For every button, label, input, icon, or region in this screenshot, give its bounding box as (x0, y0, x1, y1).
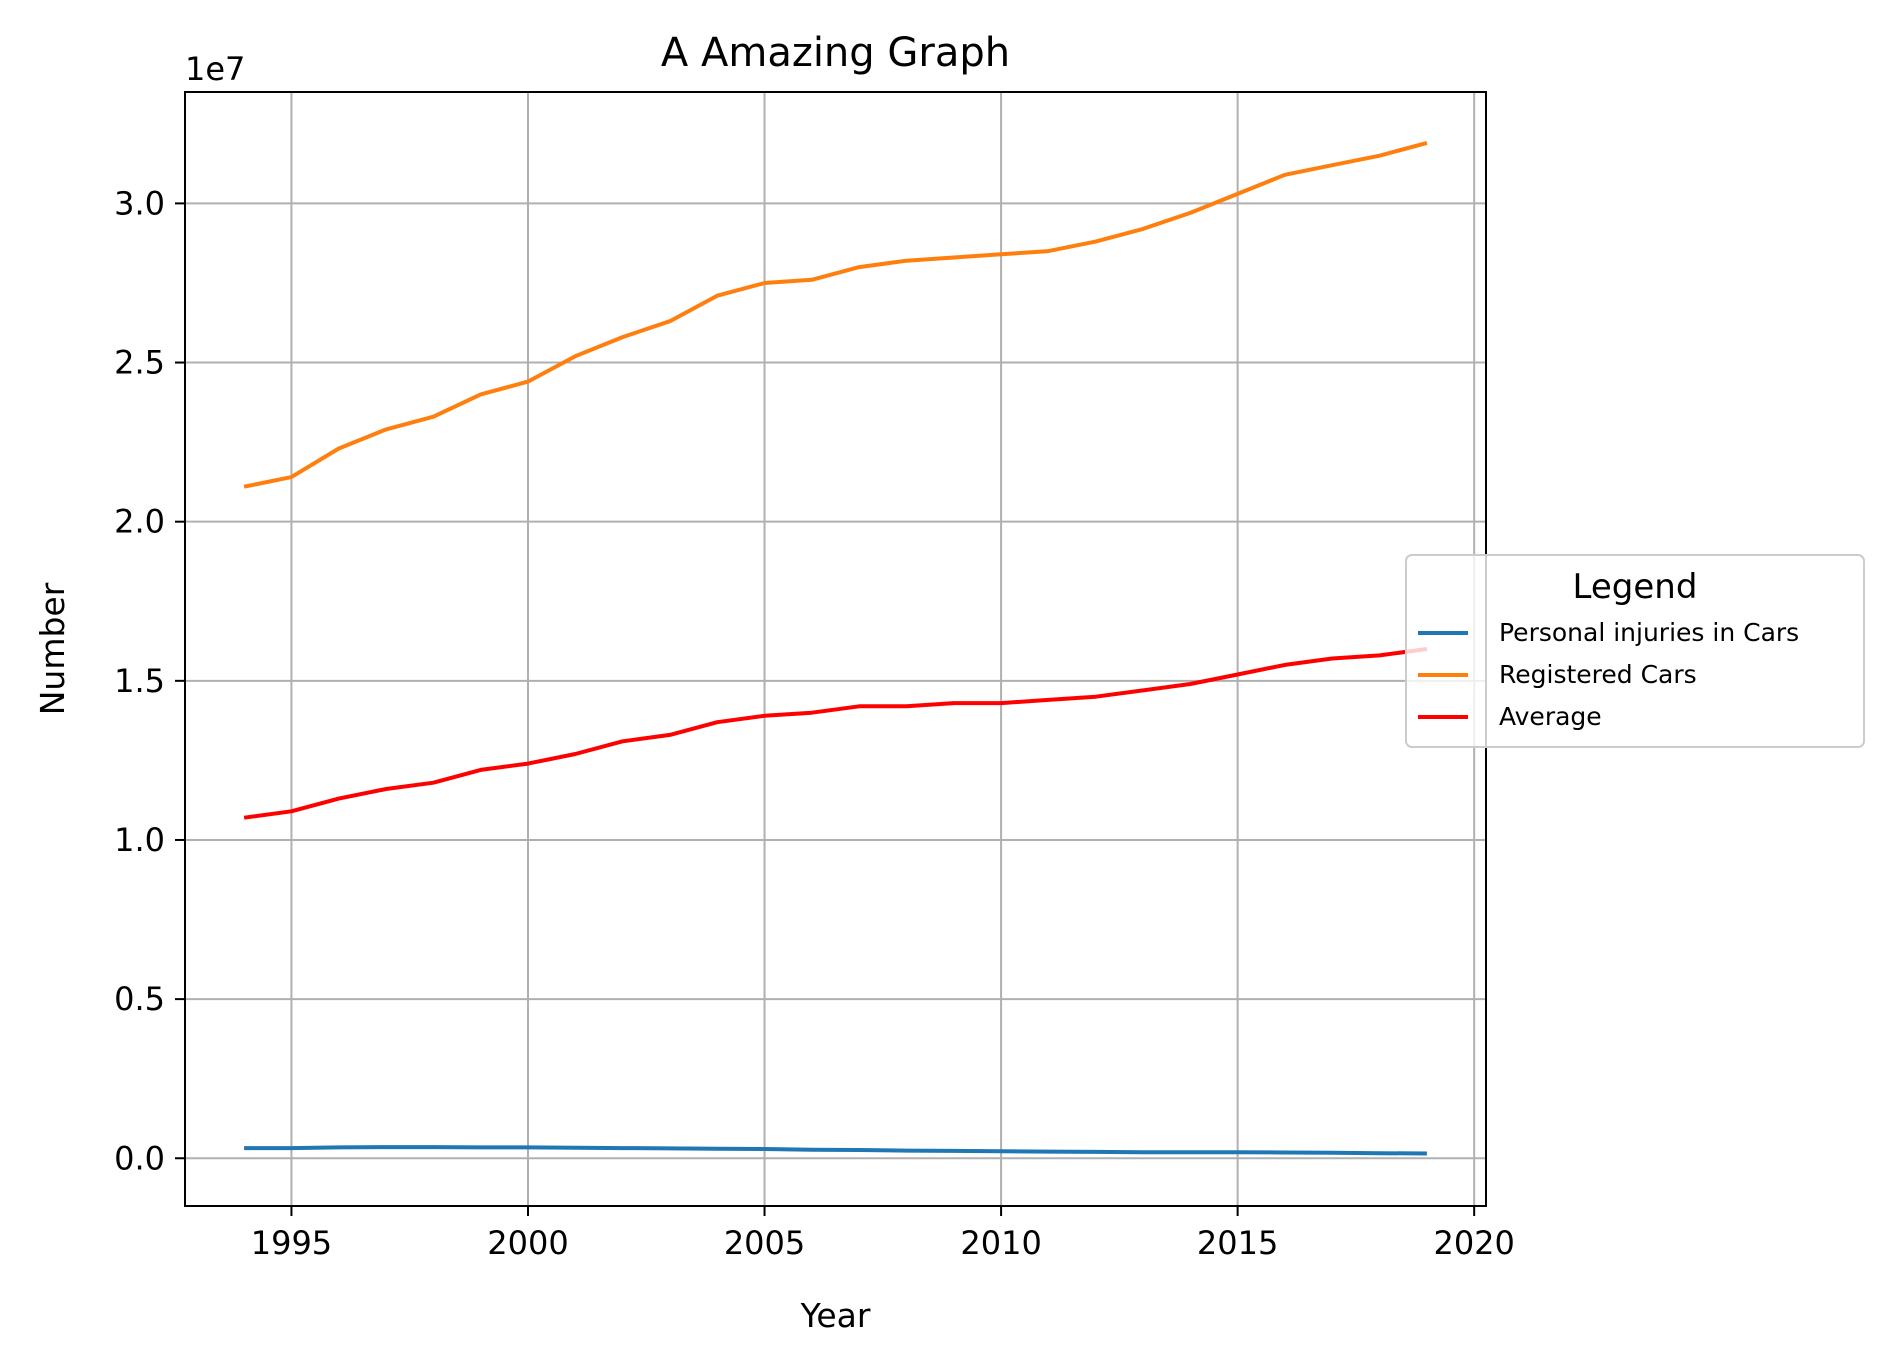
y-tick-label-5: 2.5 (114, 344, 165, 382)
chart-title: A Amazing Graph (661, 30, 1010, 76)
y-offset-label: 1e7 (185, 50, 245, 88)
y-axis-label: Number (33, 582, 72, 715)
y-tick-label-2: 1.0 (114, 821, 165, 859)
x-tick-label-2000: 2000 (487, 1224, 568, 1262)
legend-label-0: Personal injuries in Cars (1499, 618, 1799, 647)
x-axis-label: Year (800, 1296, 871, 1335)
legend-label-1: Registered Cars (1499, 660, 1697, 689)
x-tick-label-2020: 2020 (1433, 1224, 1514, 1262)
y-tick-label-0: 0.0 (114, 1139, 165, 1177)
grid (185, 92, 1486, 1206)
y-tick-label-3: 1.5 (114, 662, 165, 700)
series-lines (243, 140, 1428, 1156)
legend-box (1405, 554, 1865, 748)
y-tick-label-6: 3.0 (114, 184, 165, 222)
x-tick-label-1995: 1995 (251, 1224, 332, 1262)
y-tick-label-1: 0.5 (114, 980, 165, 1018)
series-line-0 (244, 1145, 1427, 1156)
legend-label-2: Average (1499, 702, 1602, 731)
legend-items: Personal injuries in Cars Registered Cars… (1418, 618, 1799, 731)
legend-title: Legend (1573, 567, 1698, 607)
x-tick-label-2005: 2005 (724, 1224, 805, 1262)
x-tick-label-2015: 2015 (1197, 1224, 1278, 1262)
legend: Legend Personal injuries in Cars Register… (1405, 554, 1865, 748)
x-tick-label-2010: 2010 (960, 1224, 1041, 1262)
axis-ticks: 1995 2000 2005 2010 2015 2020 0.0 0.5 1.0 1.5 2.0 2… (114, 184, 1515, 1262)
y-tick-label-4: 2.0 (114, 503, 165, 541)
series-line-2 (243, 647, 1428, 820)
series-line-1 (243, 140, 1428, 489)
